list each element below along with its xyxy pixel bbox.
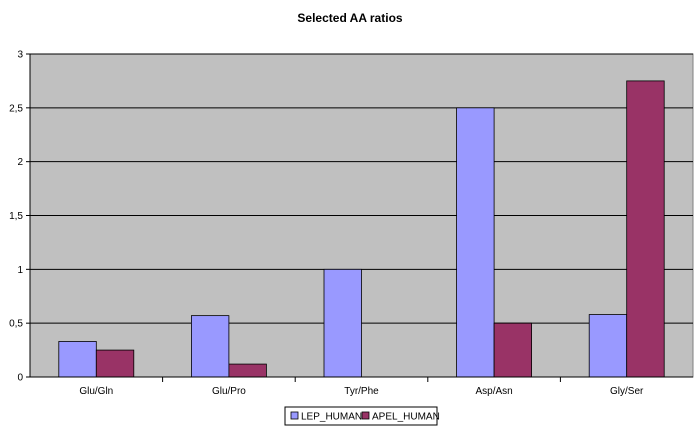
- legend: LEP_HUMAN APEL_HUMAN: [284, 406, 440, 426]
- y-tick-label: 2,5: [9, 103, 23, 114]
- chart-title: Selected AA ratios: [297, 11, 402, 25]
- legend-label: APEL_HUMAN: [372, 412, 440, 423]
- y-tick-label: 1: [17, 265, 23, 276]
- bar: [190, 315, 230, 378]
- x-tick-label: Gly/Ser: [610, 386, 644, 397]
- bar: [626, 80, 665, 378]
- bar: [323, 268, 362, 378]
- y-tick-label: 0: [17, 373, 23, 384]
- bar: [456, 107, 495, 378]
- y-tick-label: 0,5: [9, 319, 23, 330]
- legend-swatch: [290, 411, 299, 420]
- x-tick-label: Glu/Pro: [212, 386, 246, 397]
- bar: [493, 322, 533, 378]
- legend-swatch: [361, 411, 370, 420]
- x-tick-label: Tyr/Phe: [344, 386, 379, 397]
- x-tick-label: Asp/Asn: [475, 386, 512, 397]
- gridlines: [30, 53, 693, 324]
- legend-box: [284, 406, 438, 426]
- y-tick-label: 3: [17, 50, 23, 61]
- bar: [95, 349, 135, 378]
- bars: [58, 80, 665, 378]
- bar: [588, 314, 628, 378]
- y-axis: 0 0,5 1 1,5 2 2,5 3: [9, 50, 31, 384]
- y-tick-label: 2: [17, 157, 23, 168]
- bar: [58, 341, 97, 378]
- y-tick-label: 1,5: [9, 211, 23, 222]
- x-axis: Glu/Gln Glu/Pro Tyr/Phe Asp/Asn Gly/Ser: [30, 376, 693, 397]
- legend-label: LEP_HUMAN: [301, 412, 362, 423]
- x-tick-label: Glu/Gln: [79, 386, 113, 397]
- bar: [228, 363, 267, 378]
